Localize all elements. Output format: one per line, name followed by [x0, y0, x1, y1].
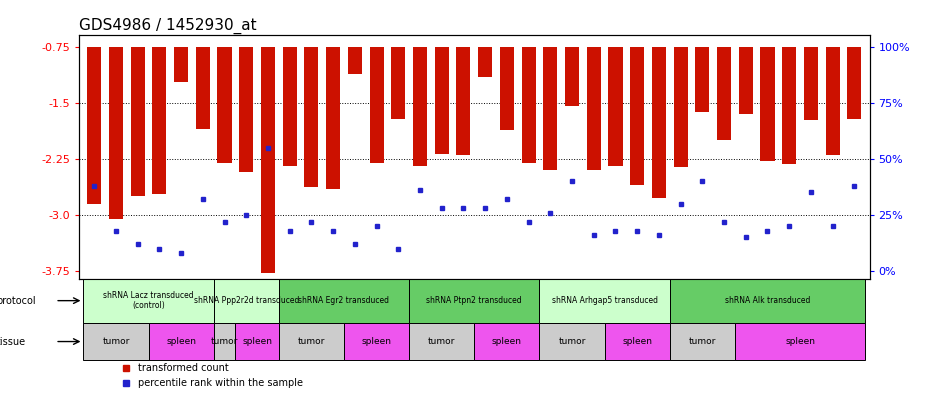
Text: spleen: spleen — [362, 337, 392, 346]
Text: spleen: spleen — [166, 337, 196, 346]
Bar — [652, 47, 666, 198]
Text: shRNA Alk transduced: shRNA Alk transduced — [724, 296, 810, 305]
Bar — [392, 47, 405, 119]
Text: spleen: spleen — [622, 337, 652, 346]
Bar — [522, 47, 536, 163]
Text: spleen: spleen — [785, 337, 815, 346]
Bar — [409, 279, 539, 323]
Bar — [218, 47, 232, 163]
Text: shRNA Ptpn2 transduced: shRNA Ptpn2 transduced — [427, 296, 522, 305]
Text: tumor: tumor — [428, 337, 456, 346]
Text: percentile rank within the sample: percentile rank within the sample — [139, 378, 303, 388]
Text: shRNA Lacz transduced
(control): shRNA Lacz transduced (control) — [103, 291, 193, 310]
Bar — [565, 47, 579, 107]
Bar — [761, 47, 775, 161]
Text: tumor: tumor — [102, 337, 129, 346]
Bar — [174, 47, 188, 82]
Bar — [499, 47, 514, 130]
Bar — [738, 47, 752, 114]
Text: tissue: tissue — [0, 336, 26, 347]
Text: spleen: spleen — [492, 337, 522, 346]
Bar — [283, 47, 297, 166]
Bar — [631, 47, 644, 185]
Bar — [369, 47, 384, 163]
Bar — [696, 47, 710, 112]
Bar — [153, 47, 166, 194]
Bar — [604, 323, 670, 360]
Bar — [434, 47, 449, 154]
Bar — [457, 47, 471, 155]
Bar — [670, 279, 865, 323]
Bar — [826, 47, 840, 155]
Text: tumor: tumor — [558, 337, 586, 346]
Text: shRNA Egr2 transduced: shRNA Egr2 transduced — [299, 296, 390, 305]
Bar — [304, 47, 318, 187]
Bar — [409, 323, 474, 360]
Bar — [214, 279, 279, 323]
Bar — [87, 47, 101, 204]
Bar — [735, 323, 865, 360]
Bar — [235, 323, 279, 360]
Bar — [196, 47, 210, 129]
Bar — [670, 323, 735, 360]
Text: spleen: spleen — [242, 337, 272, 346]
Bar — [214, 323, 235, 360]
Text: tumor: tumor — [688, 337, 716, 346]
Bar — [717, 47, 731, 140]
Bar — [413, 47, 427, 166]
Bar — [130, 47, 145, 196]
Bar — [543, 47, 557, 170]
Text: tumor: tumor — [211, 337, 238, 346]
Bar — [847, 47, 861, 119]
Bar — [478, 47, 492, 77]
Bar — [539, 323, 604, 360]
Bar — [109, 47, 123, 219]
Bar — [587, 47, 601, 170]
Text: protocol: protocol — [0, 296, 36, 306]
Bar — [673, 47, 687, 167]
Bar — [84, 323, 149, 360]
Bar — [279, 279, 409, 323]
Bar — [348, 47, 362, 74]
Bar — [782, 47, 796, 164]
Text: GDS4986 / 1452930_at: GDS4986 / 1452930_at — [79, 18, 257, 34]
Text: tumor: tumor — [298, 337, 326, 346]
Bar — [539, 279, 670, 323]
Bar — [804, 47, 818, 120]
Bar — [344, 323, 409, 360]
Bar — [84, 279, 214, 323]
Bar — [261, 47, 275, 273]
Bar — [239, 47, 253, 171]
Text: transformed count: transformed count — [139, 364, 229, 373]
Bar — [474, 323, 539, 360]
Bar — [149, 323, 214, 360]
Bar — [608, 47, 622, 166]
Bar — [279, 323, 344, 360]
Text: shRNA Arhgap5 transduced: shRNA Arhgap5 transduced — [551, 296, 658, 305]
Text: shRNA Ppp2r2d transduced: shRNA Ppp2r2d transduced — [193, 296, 299, 305]
Bar — [326, 47, 340, 189]
